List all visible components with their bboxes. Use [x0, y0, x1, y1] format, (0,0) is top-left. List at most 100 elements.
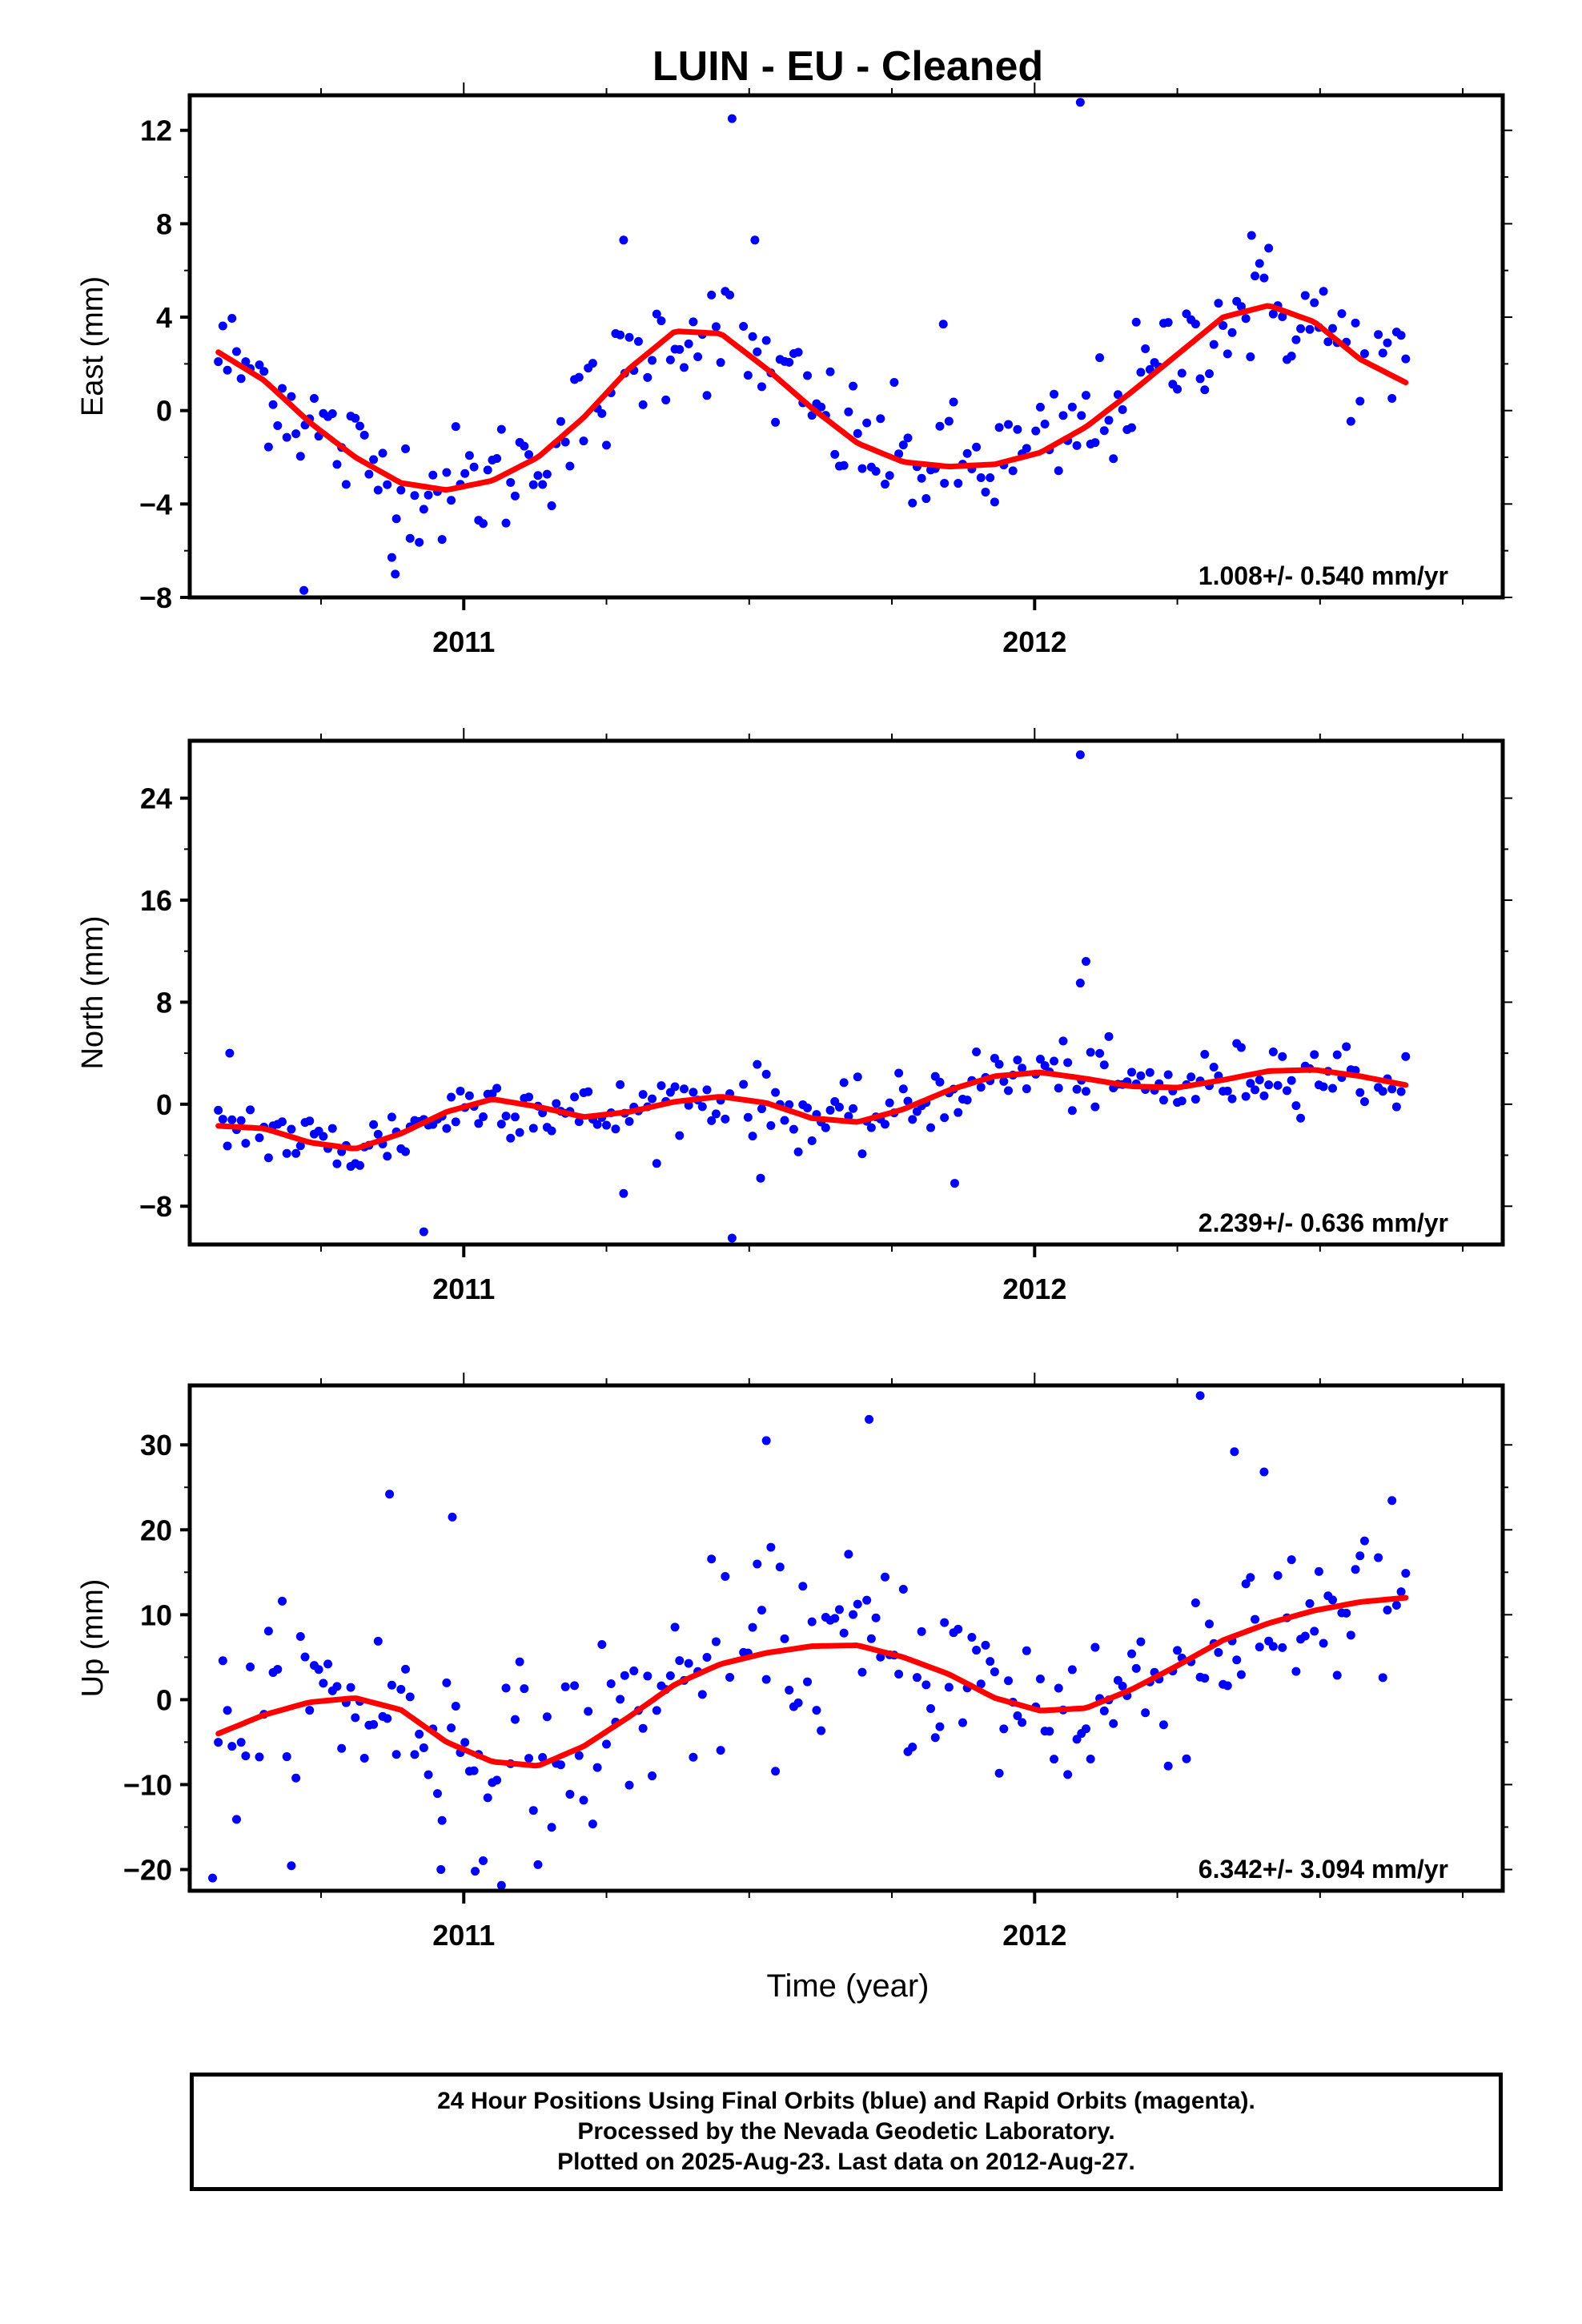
footer-line-1: 24 Hour Positions Using Final Orbits (bl…	[437, 2088, 1255, 2114]
data-point	[241, 1139, 251, 1148]
data-point	[263, 442, 273, 452]
data-point	[1291, 335, 1301, 344]
data-point	[1342, 1042, 1351, 1051]
data-point	[602, 440, 612, 450]
figure-title: LUIN - EU - Cleaned	[652, 43, 1043, 90]
data-point	[355, 1160, 364, 1170]
outlier-point	[950, 1179, 959, 1188]
data-point	[255, 360, 264, 370]
data-point	[944, 416, 954, 426]
data-point	[369, 1719, 379, 1729]
data-point	[528, 1806, 538, 1815]
data-point	[1035, 1055, 1045, 1064]
data-point	[547, 1126, 556, 1136]
data-point	[684, 1659, 693, 1668]
data-point	[214, 1738, 223, 1747]
data-point	[255, 1133, 264, 1143]
data-point	[675, 344, 685, 354]
data-point	[1191, 320, 1200, 329]
data-point	[387, 1112, 396, 1122]
data-point	[962, 1096, 972, 1105]
data-point	[652, 309, 661, 319]
panel-2: −8 0 8 16 24 2011 2012 North (mm) 2.239+/- 0.636…	[76, 728, 1512, 1305]
data-point	[1346, 1630, 1355, 1640]
data-point	[1004, 420, 1014, 429]
data-point	[542, 469, 552, 479]
y-tick-label: 0	[156, 1683, 172, 1716]
data-point	[880, 1572, 889, 1582]
data-point	[757, 1606, 766, 1615]
data-point	[716, 1746, 725, 1755]
data-point	[588, 1819, 597, 1829]
data-point	[1063, 1058, 1073, 1068]
data-point	[278, 1596, 287, 1606]
outlier-point	[1075, 98, 1085, 107]
data-point	[1182, 309, 1191, 319]
data-point	[839, 1628, 849, 1638]
data-point	[689, 1752, 698, 1762]
data-point	[1182, 1754, 1191, 1763]
data-point	[1090, 438, 1100, 448]
data-point	[373, 1129, 383, 1139]
data-point	[479, 1112, 488, 1122]
data-point	[1291, 1667, 1301, 1676]
data-point	[556, 416, 565, 426]
data-point	[1396, 1587, 1406, 1597]
data-point	[1063, 1770, 1073, 1779]
data-point	[716, 358, 725, 368]
data-point	[1054, 466, 1063, 476]
data-point	[1305, 1598, 1315, 1608]
data-point	[803, 1677, 813, 1687]
data-point	[853, 1072, 862, 1082]
data-point	[1332, 1050, 1342, 1059]
data-point	[419, 505, 428, 514]
data-point	[1209, 1062, 1219, 1072]
data-point	[1127, 423, 1137, 432]
data-point	[483, 1793, 492, 1803]
outlier-point	[1195, 1391, 1205, 1401]
data-point	[1342, 1608, 1351, 1618]
data-point	[574, 372, 584, 382]
outlier-point	[1075, 979, 1085, 988]
data-point	[1004, 1086, 1014, 1096]
data-point	[771, 417, 781, 427]
data-point	[1287, 352, 1296, 361]
data-point	[689, 317, 698, 327]
data-point	[227, 1742, 237, 1751]
x-tick-label: 2011	[432, 1273, 495, 1305]
data-point	[994, 1768, 1004, 1778]
footer-line-3: Plotted on 2025-Aug-23. Last data on 201…	[557, 2149, 1135, 2175]
data-point	[1241, 314, 1251, 324]
data-point	[1291, 1101, 1301, 1111]
data-point	[528, 1124, 538, 1133]
data-point	[935, 1722, 945, 1731]
data-point	[1018, 1718, 1027, 1727]
data-point	[1232, 1655, 1242, 1665]
data-point	[999, 1076, 1009, 1086]
data-point	[214, 1105, 223, 1115]
data-point	[547, 1823, 556, 1832]
data-point	[665, 1671, 675, 1681]
data-point	[405, 533, 415, 543]
data-point	[1328, 1084, 1338, 1093]
data-point	[839, 460, 849, 470]
data-point	[1072, 440, 1082, 450]
data-point	[1259, 273, 1269, 283]
data-point	[880, 1120, 889, 1129]
data-point	[524, 450, 534, 460]
data-point	[1241, 1579, 1251, 1589]
data-point	[803, 1104, 813, 1113]
data-point	[725, 1672, 735, 1682]
data-point	[428, 470, 438, 480]
data-point	[912, 1673, 921, 1683]
data-point	[857, 1149, 867, 1159]
data-point	[456, 1086, 465, 1096]
data-point	[1328, 1595, 1338, 1605]
data-point	[268, 400, 278, 409]
data-point	[1346, 416, 1355, 426]
data-point	[515, 1657, 524, 1667]
data-point	[533, 1860, 543, 1869]
data-point	[990, 497, 999, 507]
y-tick-label: −8	[139, 581, 172, 614]
data-point	[825, 1105, 835, 1115]
